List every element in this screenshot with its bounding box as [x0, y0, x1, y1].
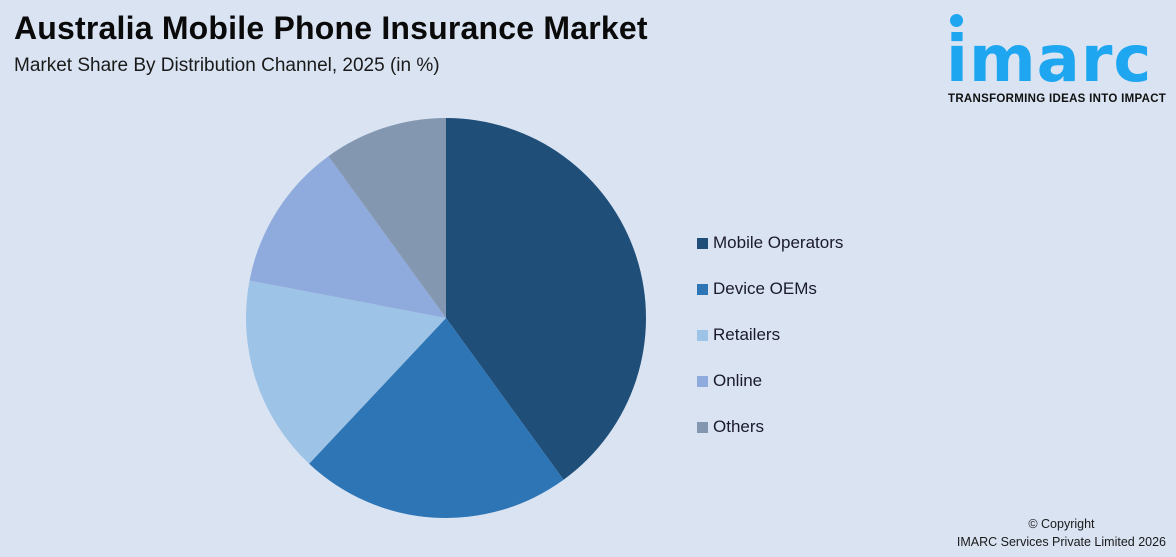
pie-slice-others [328, 118, 446, 318]
legend-label: Online [713, 371, 763, 390]
legend-label: Mobile Operators [713, 233, 844, 252]
legend-item-device-oems: Device OEMs [697, 266, 843, 312]
legend-swatch [697, 375, 708, 387]
legend-item-others: Others [697, 404, 843, 450]
pie-slice-device-oems [309, 318, 564, 518]
copyright-line-2: IMARC Services Private Limited 2026 [956, 535, 1166, 549]
chart-legend: Mobile Operators Device OEMs Retailers O… [697, 220, 843, 450]
logo-dot-icon [950, 14, 963, 27]
imarc-logo: imarc TRANSFORMING IDEAS INTO IMPACT [946, 12, 1172, 112]
legend-item-retailers: Retailers [697, 312, 843, 358]
copyright-line-1: © Copyright [1028, 517, 1095, 531]
legend-swatch [697, 329, 708, 341]
legend-item-online: Online [697, 358, 843, 404]
logo-wordmark: imarc [946, 23, 1153, 97]
legend-swatch [697, 283, 708, 295]
legend-item-mobile-operators: Mobile Operators [697, 220, 843, 266]
legend-swatch [697, 421, 708, 433]
legend-swatch [697, 237, 708, 249]
pie-slice-online [249, 156, 446, 318]
chart-title: Australia Mobile Phone Insurance Market [14, 10, 648, 46]
pie-slice-mobile-operators [446, 118, 646, 480]
copyright: © Copyright IMARC Services Private Limit… [957, 515, 1166, 551]
logo-tagline: TRANSFORMING IDEAS INTO IMPACT [948, 93, 1167, 105]
pie-slice-retailers [246, 280, 446, 464]
chart-subtitle: Market Share By Distribution Channel, 20… [14, 55, 440, 76]
legend-label: Retailers [713, 325, 781, 344]
legend-label: Device OEMs [713, 279, 817, 298]
legend-label: Others [713, 417, 765, 436]
